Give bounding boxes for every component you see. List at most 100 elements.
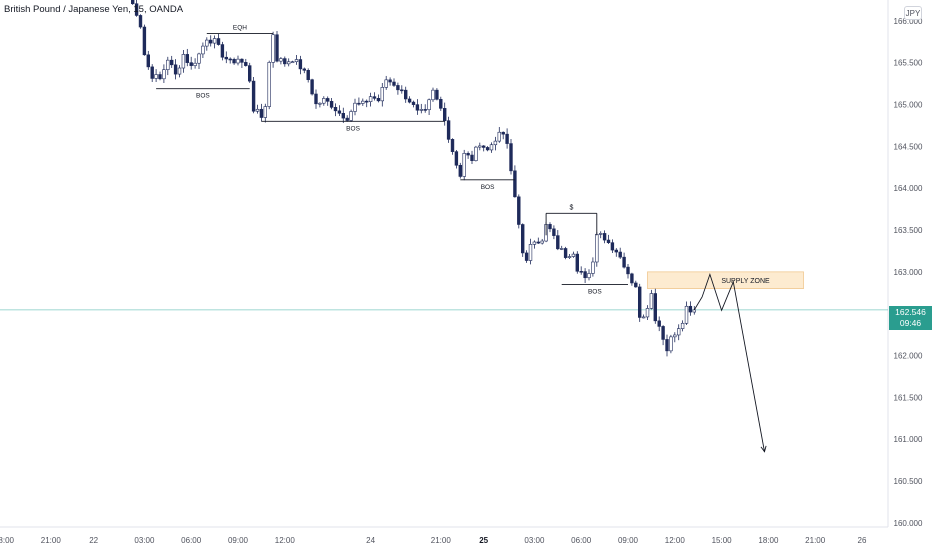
candle-body: [684, 305, 689, 324]
candle-body: [567, 256, 572, 258]
candle-body: [571, 253, 576, 257]
candle-body: [474, 146, 478, 161]
eqh-label: EQH: [233, 24, 247, 31]
candle-body: [657, 320, 661, 327]
price-axis[interactable]: 166.000 165.500 165.000 164.500 164.000 163.5…: [894, 17, 923, 528]
bos-label: BOS: [196, 93, 210, 100]
candle-body: [665, 339, 669, 352]
candle-body: [497, 131, 501, 142]
candle-body: [337, 110, 342, 114]
candle-body: [610, 242, 615, 251]
y-tick-label: 160.500: [894, 477, 923, 486]
candle-body: [236, 58, 240, 64]
candle-body: [524, 252, 529, 261]
candle-body: [364, 100, 369, 103]
x-tick-label: 25: [479, 536, 488, 545]
x-tick-label: 15:00: [712, 536, 733, 545]
candle-body: [673, 334, 677, 338]
candle-body: [271, 34, 275, 63]
x-tick-label: 21:00: [805, 536, 826, 545]
candle-body: [302, 68, 306, 71]
candle-body: [263, 106, 267, 118]
candle-body: [439, 99, 443, 109]
candle-body: [212, 38, 217, 44]
y-tick-label: 165.500: [894, 59, 923, 68]
candle-body: [142, 26, 147, 56]
candle-body: [501, 131, 505, 135]
supply-zone-label: SUPPLY ZONE: [721, 278, 770, 285]
candle-body: [411, 101, 416, 105]
current-price-value: 162.546: [895, 307, 926, 317]
supply-zone-box: [647, 271, 804, 289]
candle-body: [162, 69, 166, 80]
candle-body: [470, 154, 474, 161]
x-tick-label: 09:00: [228, 536, 249, 545]
candle-body: [349, 111, 353, 121]
candle-body: [310, 79, 314, 95]
candle-body: [177, 67, 182, 75]
candle-body: [458, 164, 462, 177]
current-price-badge: 162.546 09:46: [889, 306, 932, 330]
y-tick-label: 164.000: [894, 184, 923, 193]
candle-body: [606, 239, 611, 243]
currency-button[interactable]: JPY: [904, 6, 922, 20]
candle-body: [220, 44, 225, 58]
candle-body: [146, 54, 150, 68]
candle-body: [626, 266, 630, 275]
x-tick-label: 18:00: [758, 536, 779, 545]
candle-body: [556, 235, 560, 250]
candle-body: [446, 120, 451, 140]
projection-path: [693, 272, 765, 452]
bar-countdown: 09:46: [899, 318, 922, 328]
candle-body: [228, 58, 232, 61]
time-axis[interactable]: 18:00 21:00 22 03:00 06:00 09:00 12:00 24 21:00 2…: [0, 536, 867, 545]
y-tick-label: 163.500: [894, 226, 923, 235]
candle-body: [154, 74, 158, 79]
candle-body: [224, 56, 228, 60]
candle-body: [232, 59, 236, 64]
candle-body: [150, 66, 154, 79]
candle-body: [552, 228, 556, 236]
y-tick-label: 161.000: [894, 435, 923, 444]
candle-body: [485, 147, 490, 151]
candle-body: [380, 87, 384, 102]
candle-body: [384, 79, 388, 88]
candle-body: [329, 101, 334, 108]
candle-body: [622, 256, 626, 268]
candle-body: [505, 133, 509, 144]
candle-body: [649, 293, 654, 309]
candle-body: [587, 273, 591, 279]
candle-body: [248, 65, 252, 82]
x-tick-label: 06:00: [181, 536, 202, 545]
candle-body: [630, 273, 634, 284]
symbol-title[interactable]: British Pound / Japanese Yen, 15, OANDA: [4, 4, 184, 15]
candle-body: [419, 109, 423, 111]
supply-zone-layer: SUPPLY ZONE: [647, 271, 804, 289]
x-tick-label: 06:00: [571, 536, 592, 545]
candle-body: [158, 74, 162, 80]
y-tick-label: 162.000: [894, 352, 923, 361]
candle-body: [388, 79, 392, 83]
candle-body: [489, 144, 494, 151]
candle-body: [181, 54, 186, 69]
candle-body: [520, 224, 525, 254]
candle-body: [435, 89, 439, 100]
candle-body: [392, 81, 396, 86]
candle-body: [462, 153, 466, 177]
candle-body: [614, 249, 619, 253]
candle-body: [559, 248, 564, 250]
candle-body: [442, 108, 447, 121]
candle-body: [637, 286, 642, 318]
candle-body: [618, 251, 622, 258]
candle-body: [688, 305, 693, 313]
candles-layer: [131, 0, 697, 357]
projection-arrowhead: [760, 445, 767, 453]
candle-body: [353, 102, 357, 112]
candle-body: [255, 108, 260, 112]
x-tick-label: 12:00: [665, 536, 686, 545]
x-tick-label: 03:00: [134, 536, 155, 545]
candle-body: [583, 271, 587, 279]
candle-body: [466, 153, 470, 156]
